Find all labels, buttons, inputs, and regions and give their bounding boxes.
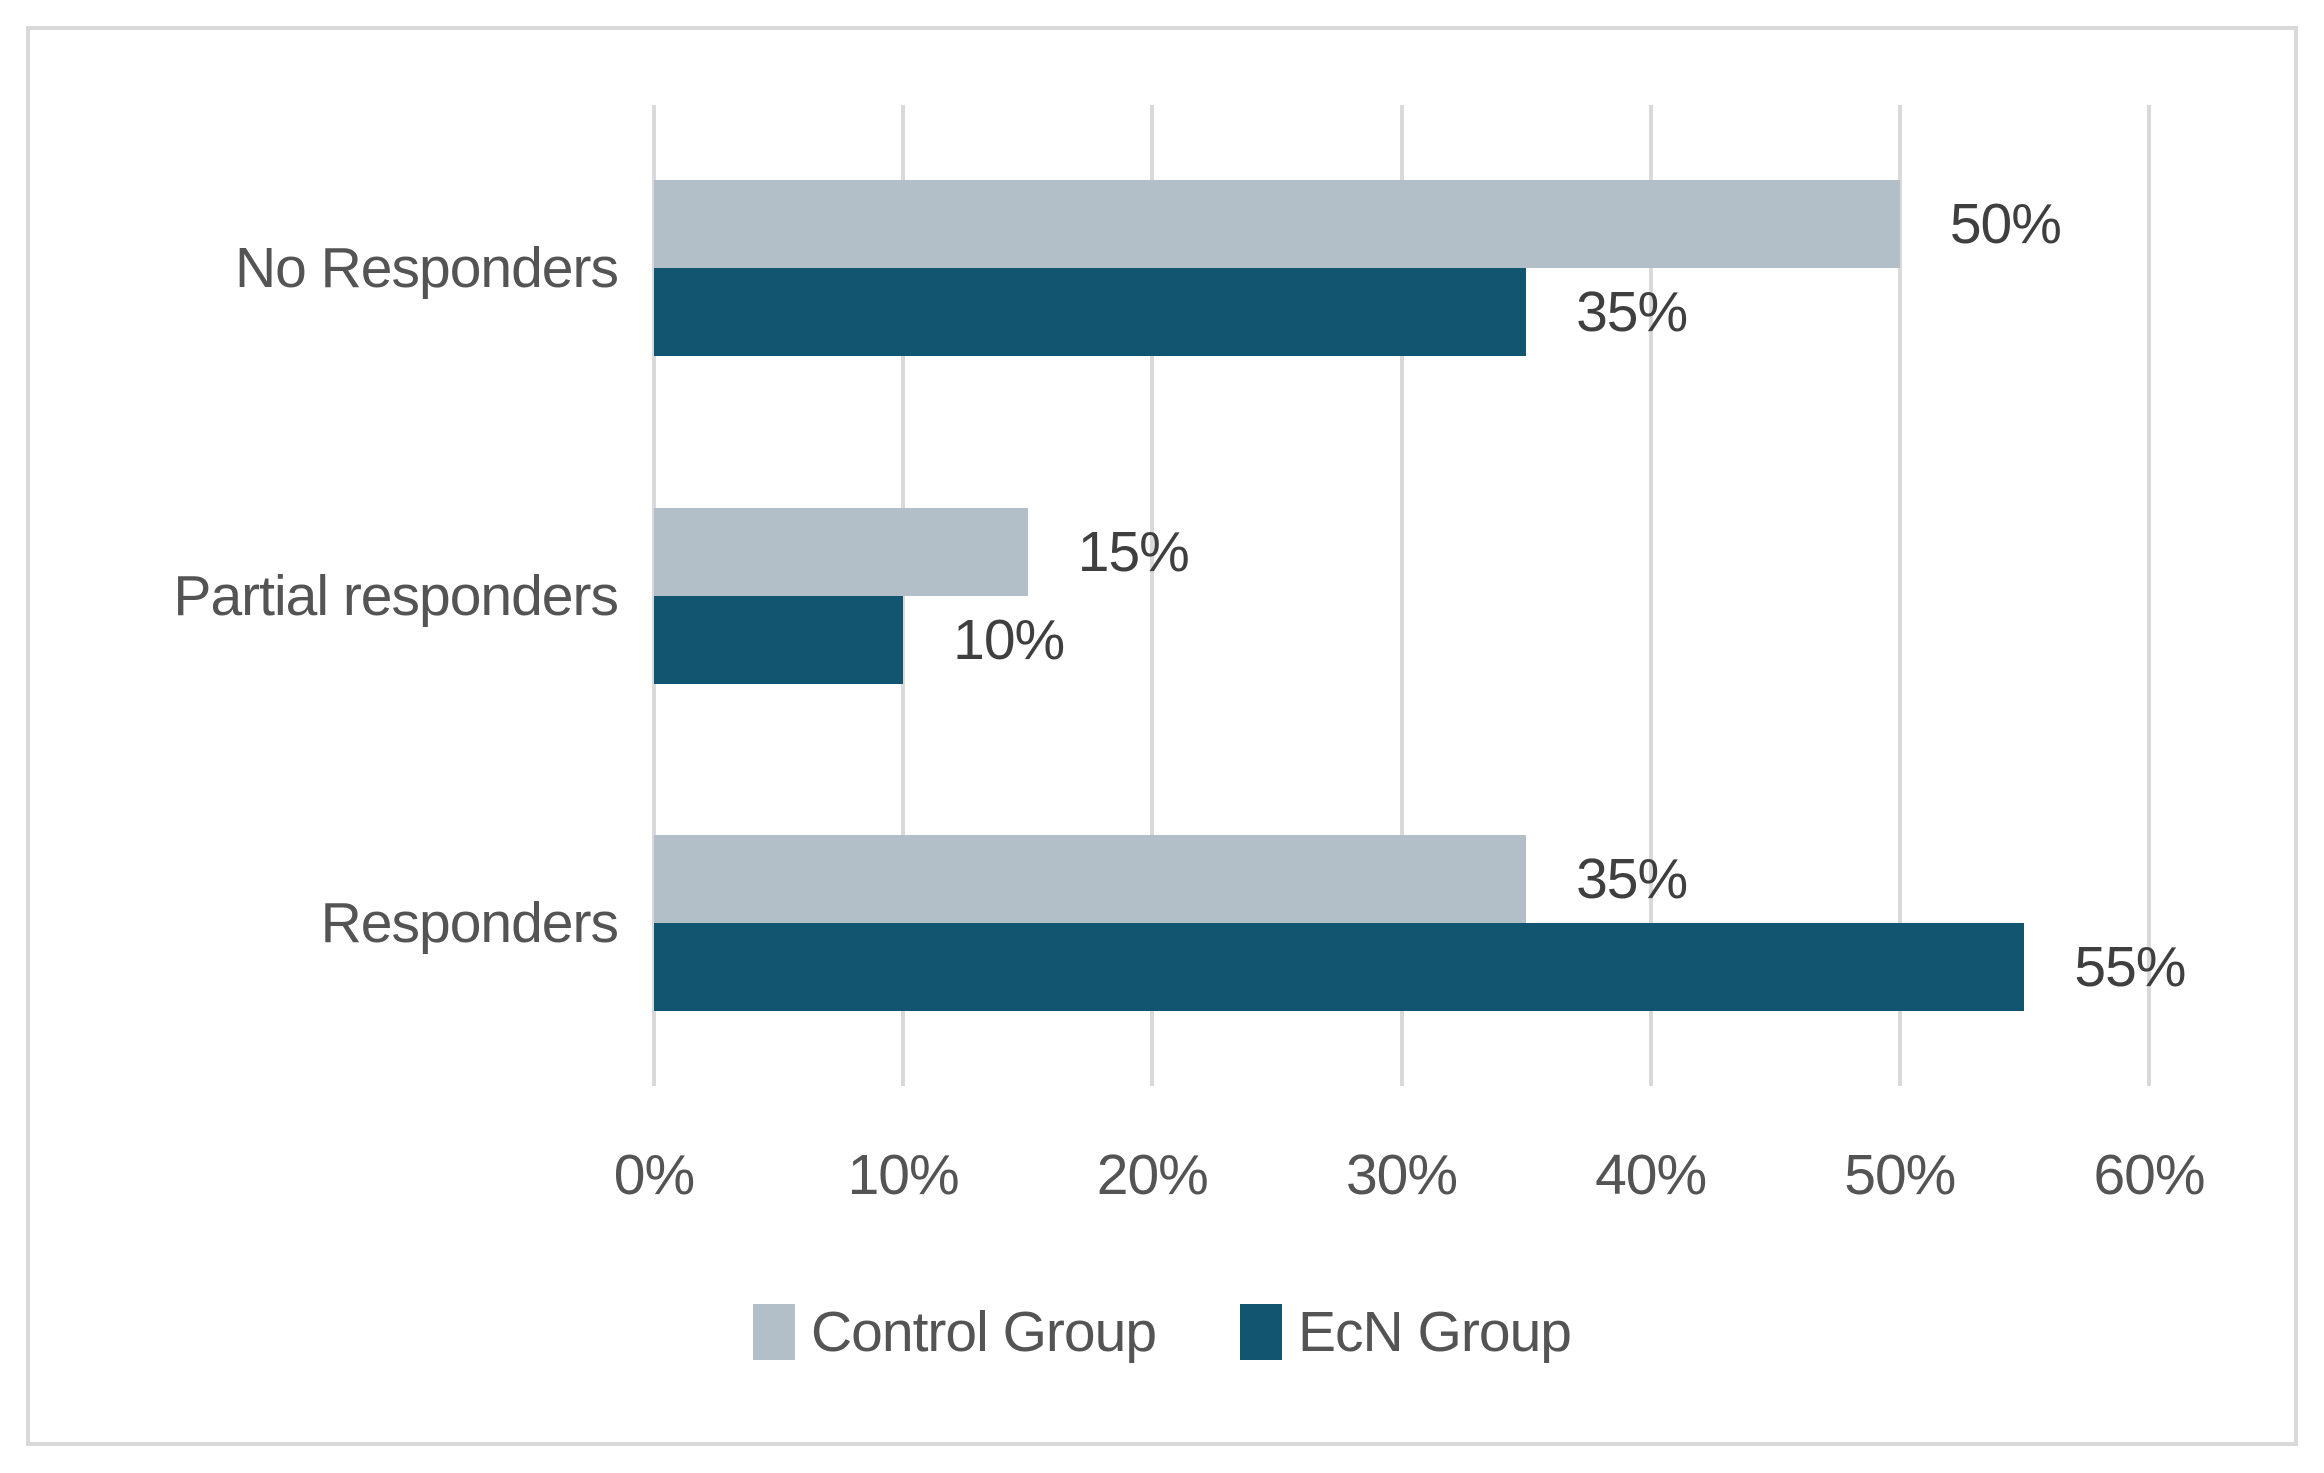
gridline-30% xyxy=(1399,105,1404,1086)
gridline-50% xyxy=(1897,105,1902,1086)
legend-swatch-ecn-group xyxy=(1240,1304,1283,1360)
legend-label-ecn-group: EcN Group xyxy=(1298,1300,1572,1364)
value-label-bar-ecn-group-responders: 55% xyxy=(2074,934,2186,999)
gridline-40% xyxy=(1648,105,1653,1086)
x-tick-label-50%: 50% xyxy=(1844,1143,1956,1207)
value-label-bar-control-group-partial-responders: 15% xyxy=(1077,519,1190,584)
category-label-responders: Responders xyxy=(320,890,619,955)
legend: Control Group EcN Group xyxy=(0,1296,2324,1368)
plot-area: 50% 35% 15% 10% 35% 55% xyxy=(652,105,2187,1086)
bar-ecn-group-partial-responders xyxy=(654,595,904,684)
bar-ecn-group-responders xyxy=(654,922,2025,1011)
x-tick-label-20%: 20% xyxy=(1096,1143,1209,1207)
x-tick-label-10%: 10% xyxy=(847,1143,960,1207)
category-label-no-responders: No Responders xyxy=(234,236,619,301)
bar-ecn-group-no-responders xyxy=(654,268,1527,357)
gridline-10% xyxy=(901,105,906,1086)
bar-control-group-partial-responders xyxy=(654,507,1028,596)
category-label-partial-responders: Partial responders xyxy=(173,563,619,628)
x-axis: 0% 10% 20% 30% 40% 50% 60% xyxy=(614,1142,2206,1212)
x-tick-label-60%: 60% xyxy=(2093,1143,2205,1207)
gridline-60% xyxy=(2147,105,2151,1086)
x-tick-label-0%: 0% xyxy=(613,1143,695,1207)
bar-control-group-responders xyxy=(654,834,1527,923)
gridline-20% xyxy=(1150,105,1155,1086)
chart-frame-border xyxy=(26,26,2298,1446)
legend-item-control-group: Control Group xyxy=(753,1299,1157,1365)
category-axis: No Responders Partial responders Responder… xyxy=(30,105,636,1086)
x-tick-label-40%: 40% xyxy=(1595,1143,1707,1207)
value-label-bar-control-group-no-responders: 50% xyxy=(1949,192,2062,257)
legend-item-ecn-group: EcN Group xyxy=(1240,1299,1572,1365)
x-tick-label-30%: 30% xyxy=(1345,1143,1458,1207)
legend-swatch-control-group xyxy=(753,1304,796,1360)
value-label-bar-ecn-group-no-responders: 35% xyxy=(1576,280,1688,345)
value-label-bar-ecn-group-partial-responders: 10% xyxy=(953,607,1065,672)
value-label-bar-control-group-responders: 35% xyxy=(1576,846,1688,911)
legend-label-control-group: Control Group xyxy=(811,1300,1157,1364)
bar-control-group-no-responders xyxy=(654,180,1900,269)
